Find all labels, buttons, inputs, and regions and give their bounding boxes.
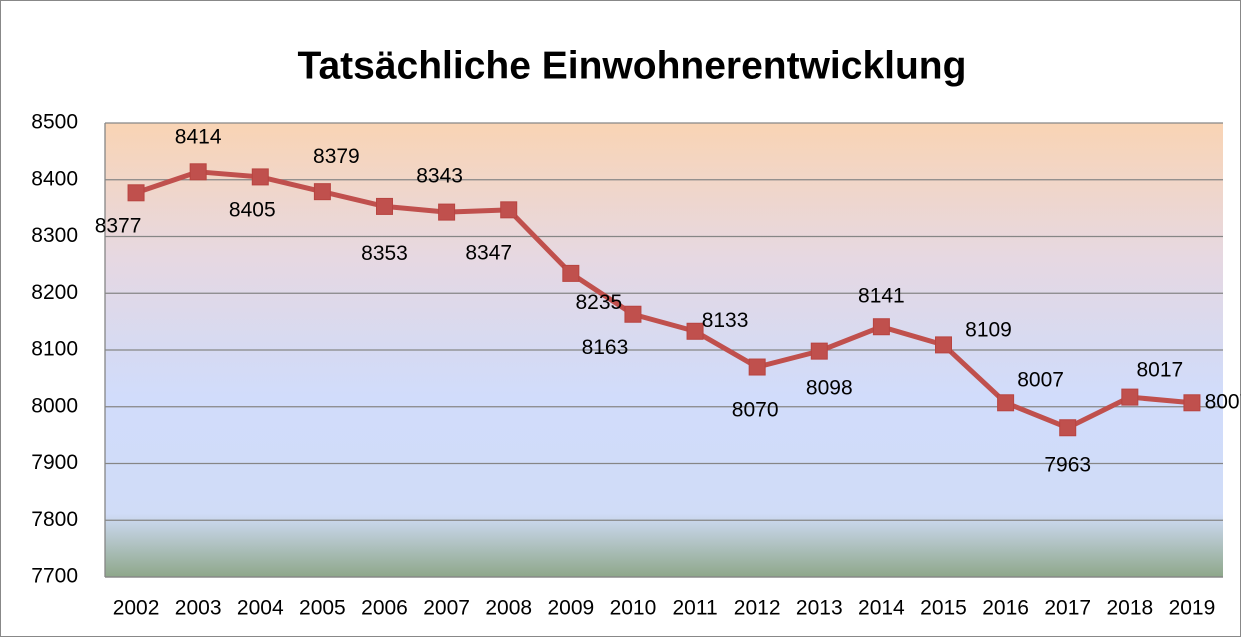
- data-label: 8109: [965, 318, 1012, 341]
- y-tick-label: 8000: [31, 394, 78, 417]
- data-label: 8414: [175, 125, 222, 148]
- x-tick-label: 2015: [920, 597, 967, 620]
- y-tick-label: 7900: [31, 451, 78, 474]
- x-tick-label: 2008: [485, 597, 532, 620]
- data-label: 8235: [575, 291, 622, 314]
- chart-title: Tatsächliche Einwohnerentwicklung: [298, 44, 967, 87]
- x-tick-label: 2005: [299, 597, 346, 620]
- y-tick-label: 7800: [31, 508, 78, 531]
- x-tick-label: 2019: [1169, 597, 1216, 620]
- data-label: 8007: [1205, 390, 1241, 413]
- marker: [1183, 394, 1201, 412]
- x-tick-label: 2004: [237, 597, 284, 620]
- data-label: 8007: [1017, 368, 1064, 391]
- x-tick-label: 2017: [1044, 597, 1091, 620]
- x-tick-label: 2012: [734, 597, 781, 620]
- marker: [313, 183, 331, 201]
- data-label: 8098: [806, 377, 853, 400]
- x-tick-label: 2018: [1106, 597, 1153, 620]
- data-label: 7963: [1044, 453, 1091, 476]
- y-tick-label: 8300: [31, 224, 78, 247]
- marker: [935, 336, 952, 354]
- x-tick-label: 2013: [796, 597, 843, 620]
- data-label: 8347: [465, 241, 512, 264]
- y-tick-label: 8500: [31, 111, 78, 134]
- marker: [748, 358, 766, 376]
- x-tick-label: 2016: [982, 597, 1029, 620]
- x-tick-label: 2007: [423, 597, 470, 620]
- marker: [189, 163, 207, 181]
- marker: [686, 322, 704, 340]
- marker: [127, 184, 145, 202]
- x-tick-label: 2002: [113, 597, 160, 620]
- marker: [562, 264, 580, 282]
- data-label: 8377: [95, 214, 142, 237]
- x-tick-label: 2014: [858, 597, 905, 620]
- marker: [376, 197, 393, 215]
- marker: [1059, 419, 1077, 437]
- marker: [438, 203, 456, 221]
- data-label: 8343: [416, 165, 463, 188]
- x-tick-label: 2010: [610, 597, 657, 620]
- marker: [1121, 388, 1139, 406]
- x-tick-label: 2009: [547, 597, 594, 620]
- marker: [251, 168, 269, 186]
- data-label: 8141: [858, 284, 905, 307]
- data-label: 8133: [702, 309, 749, 332]
- series-line: [135, 169, 1193, 431]
- marker: [997, 394, 1015, 412]
- x-tick-label: 2011: [672, 597, 717, 620]
- x-tick-label: 2003: [175, 597, 222, 620]
- data-label: 8379: [313, 145, 360, 168]
- y-tick-label: 7700: [31, 565, 78, 588]
- marker: [500, 201, 518, 219]
- data-label: 8163: [582, 336, 629, 359]
- marker: [872, 318, 890, 336]
- y-tick-label: 8400: [31, 167, 78, 190]
- x-tick-label: 2006: [361, 597, 408, 620]
- y-tick-label: 8100: [31, 338, 78, 361]
- marker: [810, 342, 828, 360]
- data-label: 8405: [229, 198, 276, 221]
- y-tick-label: 8200: [31, 281, 78, 304]
- data-label: 8017: [1136, 359, 1183, 382]
- data-label: 8353: [361, 242, 408, 265]
- data-label: 8070: [732, 399, 779, 422]
- marker: [624, 305, 642, 323]
